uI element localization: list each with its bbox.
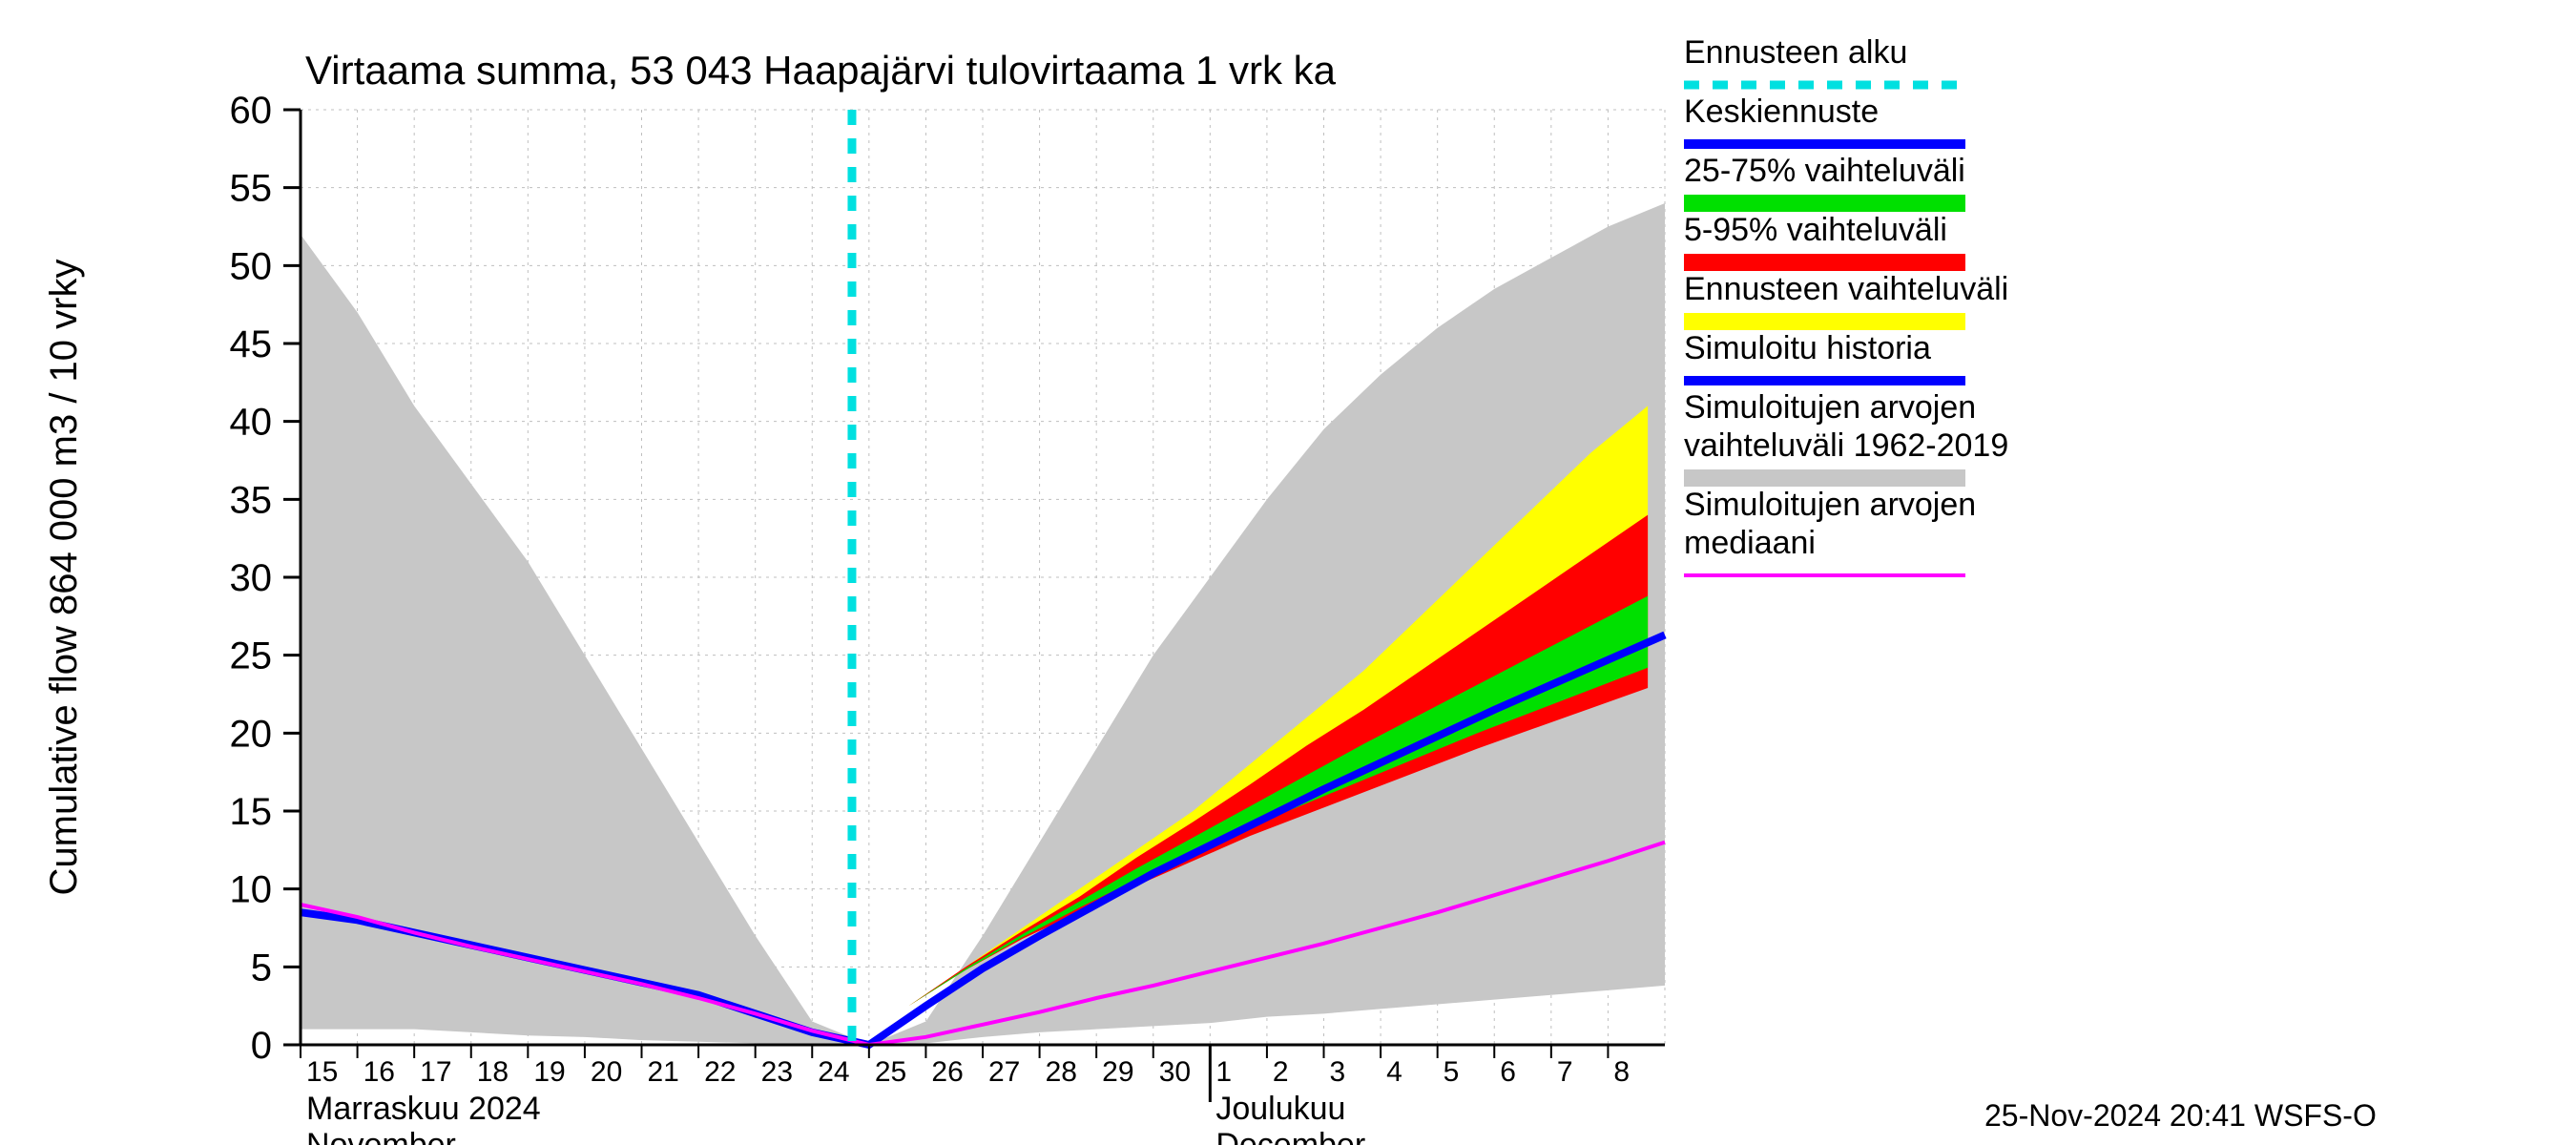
svg-text:35: 35 (230, 479, 273, 521)
svg-text:25: 25 (230, 635, 273, 677)
svg-text:20: 20 (591, 1056, 622, 1088)
svg-text:5: 5 (1444, 1056, 1460, 1088)
svg-text:27: 27 (988, 1056, 1020, 1088)
svg-text:29: 29 (1102, 1056, 1133, 1088)
svg-text:30: 30 (1159, 1056, 1191, 1088)
svg-text:5-95% vaihteluväli: 5-95% vaihteluväli (1684, 212, 1947, 248)
svg-text:15: 15 (306, 1056, 338, 1088)
svg-text:15: 15 (230, 791, 273, 833)
svg-text:19: 19 (533, 1056, 565, 1088)
svg-text:Marraskuu 2024: Marraskuu 2024 (306, 1091, 541, 1127)
svg-text:November: November (306, 1127, 456, 1145)
svg-text:60: 60 (230, 90, 273, 132)
svg-text:24: 24 (818, 1056, 849, 1088)
svg-text:26: 26 (931, 1056, 963, 1088)
svg-text:Joulukuu: Joulukuu (1215, 1091, 1345, 1127)
svg-text:25: 25 (875, 1056, 906, 1088)
svg-text:4: 4 (1386, 1056, 1402, 1088)
svg-text:Ennusteen alku: Ennusteen alku (1684, 34, 1907, 71)
svg-text:Cumulative flow 864 000 m: Cumulative flow 864 000 m3 / 10 vrky (43, 260, 85, 896)
svg-text:20: 20 (230, 713, 273, 755)
svg-text:22: 22 (704, 1056, 736, 1088)
svg-text:0: 0 (251, 1025, 272, 1067)
svg-text:8: 8 (1613, 1056, 1630, 1088)
svg-text:25-75% vaihteluväli: 25-75% vaihteluväli (1684, 153, 1965, 189)
svg-text:2: 2 (1273, 1056, 1289, 1088)
svg-text:21: 21 (648, 1056, 679, 1088)
svg-text:17: 17 (420, 1056, 451, 1088)
svg-text:Simuloitujen arvojen: Simuloitujen arvojen (1684, 487, 1976, 523)
svg-text:1: 1 (1215, 1056, 1232, 1088)
svg-text:5: 5 (251, 947, 272, 989)
svg-text:40: 40 (230, 402, 273, 444)
svg-text:Keskiennuste: Keskiennuste (1684, 94, 1879, 130)
svg-text:25-Nov-2024 20:41 WSFS-O: 25-Nov-2024 20:41 WSFS-O (1984, 1098, 2377, 1133)
svg-text:7: 7 (1557, 1056, 1573, 1088)
svg-text:December: December (1215, 1127, 1365, 1145)
svg-text:vaihteluväli 1962-2019: vaihteluväli 1962-2019 (1684, 427, 2008, 464)
svg-text:50: 50 (230, 245, 273, 287)
svg-text:mediaani: mediaani (1684, 525, 1816, 561)
svg-text:18: 18 (477, 1056, 509, 1088)
svg-text:45: 45 (230, 323, 273, 365)
svg-text:6: 6 (1500, 1056, 1516, 1088)
svg-text:Simuloitujen arvojen: Simuloitujen arvojen (1684, 389, 1976, 426)
svg-text:28: 28 (1046, 1056, 1077, 1088)
svg-text:Ennusteen vaihteluväli: Ennusteen vaihteluväli (1684, 271, 2008, 307)
chart-container: 0510152025303540455055601516171819202122… (0, 0, 2576, 1145)
forecast-chart: 0510152025303540455055601516171819202122… (0, 0, 2576, 1145)
svg-text:3: 3 (1330, 1056, 1346, 1088)
svg-text:23: 23 (761, 1056, 793, 1088)
svg-text:10: 10 (230, 869, 273, 911)
svg-text:55: 55 (230, 168, 273, 210)
svg-text:Simuloitu historia: Simuloitu historia (1684, 330, 1931, 366)
svg-text:30: 30 (230, 557, 273, 599)
svg-text:Virtaama summa, 53 043 Haapajä: Virtaama summa, 53 043 Haapajärvi tulovi… (305, 48, 1337, 93)
svg-text:16: 16 (364, 1056, 395, 1088)
